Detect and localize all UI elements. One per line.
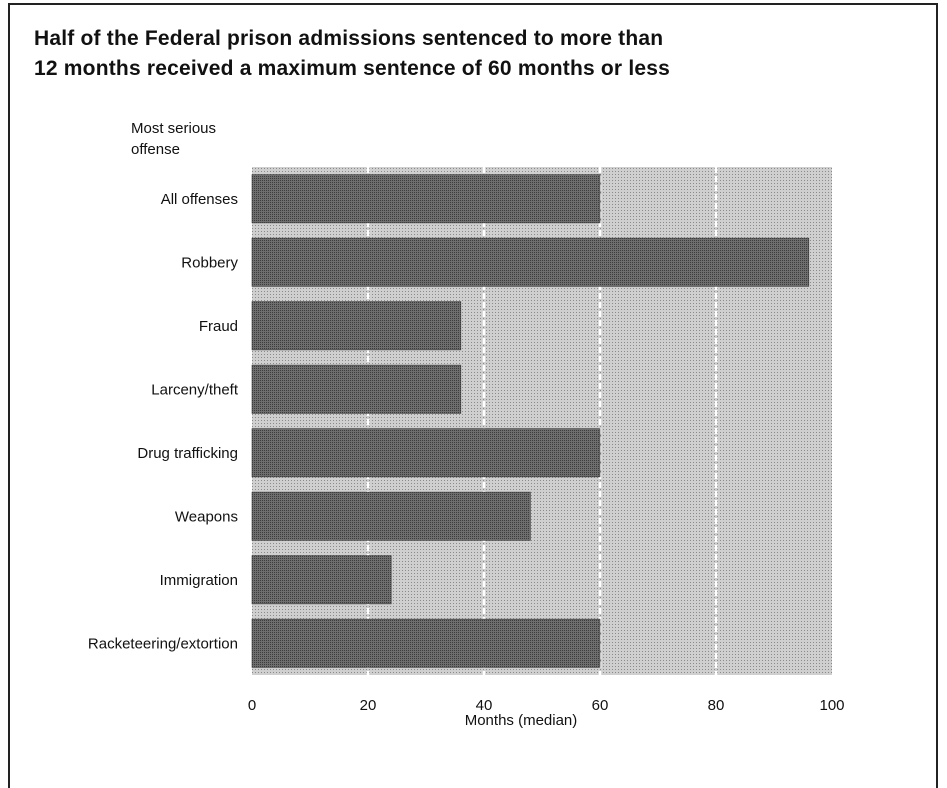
category-label: All offenses xyxy=(161,191,238,208)
category-label: Fraud xyxy=(199,318,238,335)
x-tick-label: 100 xyxy=(819,697,844,714)
x-axis-label: Months (median) xyxy=(464,712,578,729)
bar xyxy=(251,555,392,605)
chart-title-line-1: Half of the Federal prison admissions se… xyxy=(34,27,664,50)
x-tick-label: 0 xyxy=(248,697,256,714)
category-label: Drug trafficking xyxy=(137,445,238,462)
category-label: Racketeering/extortion xyxy=(88,635,238,652)
x-tick-label: 20 xyxy=(360,697,377,714)
x-tick-label: 40 xyxy=(476,697,493,714)
y-axis-caption: Most serious offense xyxy=(131,118,216,160)
y-axis-caption-line-1: Most serious xyxy=(131,120,217,137)
bar xyxy=(251,428,601,478)
chart-title: Half of the Federal prison admissions se… xyxy=(34,24,914,84)
bar xyxy=(251,174,601,224)
chart-title-line-2: 12 months received a maximum sentence of… xyxy=(34,57,671,80)
category-label: Immigration xyxy=(160,572,238,589)
bar xyxy=(251,301,462,351)
category-label: Robbery xyxy=(181,254,238,271)
bar xyxy=(251,618,601,668)
x-tick-label: 60 xyxy=(592,697,609,714)
chart-frame xyxy=(8,3,938,788)
category-label: Weapons xyxy=(175,508,238,525)
y-axis-caption-line-2: offense xyxy=(131,141,180,158)
category-label: Larceny/theft xyxy=(151,381,239,398)
bar xyxy=(251,491,531,541)
bar xyxy=(251,364,462,414)
x-tick-label: 80 xyxy=(708,697,725,714)
bar xyxy=(251,237,810,287)
